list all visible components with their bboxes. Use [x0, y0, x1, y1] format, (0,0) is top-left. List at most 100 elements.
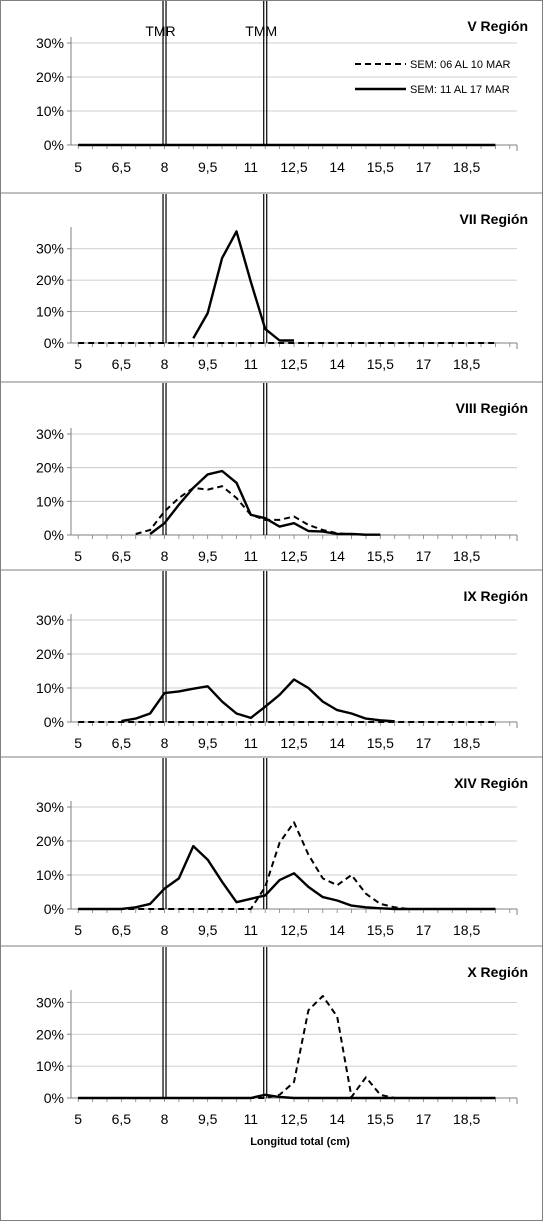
y-tick-label: 30% [36, 241, 64, 257]
x-tick-label: 14 [329, 735, 345, 751]
y-tick-label: 20% [36, 272, 64, 288]
reference-line-label: TMR [145, 23, 175, 39]
x-tick-label: 15,5 [367, 735, 394, 751]
series-line-dashed [135, 485, 366, 536]
series-line-solid [121, 678, 395, 723]
x-tick-label: 18,5 [453, 922, 480, 938]
x-tick-label: 18,5 [453, 1111, 480, 1127]
chart-title: VIII Región [456, 400, 528, 416]
x-tick-label: 17 [416, 922, 432, 938]
y-tick-label: 20% [36, 460, 64, 476]
x-tick-label: 9,5 [198, 159, 218, 175]
x-tick-label: 5 [74, 1111, 82, 1127]
y-tick-label: 10% [36, 680, 64, 696]
x-tick-label: 8 [161, 159, 169, 175]
x-tick-label: 12,5 [280, 735, 307, 751]
series-line-solid [149, 469, 381, 536]
x-tick-label: 12,5 [280, 1111, 307, 1127]
chart-title: XIV Región [454, 775, 528, 791]
x-tick-label: 9,5 [198, 922, 218, 938]
chart-title: IX Región [463, 588, 528, 604]
x-tick-label: 6,5 [112, 548, 132, 564]
chart-title: X Región [467, 964, 528, 980]
series-line-solid [192, 230, 294, 342]
x-tick-label: 8 [161, 356, 169, 372]
x-tick-label: 15,5 [367, 1111, 394, 1127]
y-tick-label: 30% [36, 994, 64, 1010]
x-tick-label: 8 [161, 922, 169, 938]
x-tick-label: 14 [329, 159, 345, 175]
x-tick-label: 8 [161, 1111, 169, 1127]
series-line-solid [78, 1093, 496, 1100]
x-tick-label: 18,5 [453, 548, 480, 564]
x-tick-label: 9,5 [198, 735, 218, 751]
y-tick-label: 20% [36, 69, 64, 85]
x-tick-label: 11 [244, 548, 259, 564]
x-tick-label: 15,5 [367, 922, 394, 938]
x-tick-label: 5 [74, 735, 82, 751]
x-tick-label: 17 [416, 356, 432, 372]
x-tick-label: 14 [329, 922, 345, 938]
legend-label: SEM: 11 AL 17 MAR [410, 84, 510, 96]
x-tick-label: 11 [244, 1111, 259, 1127]
x-tick-label: 12,5 [280, 922, 307, 938]
y-tick-label: 10% [36, 304, 64, 320]
y-tick-label: 20% [36, 833, 64, 849]
x-tick-label: 15,5 [367, 548, 394, 564]
x-tick-label: 17 [416, 735, 432, 751]
x-tick-label: 17 [416, 548, 432, 564]
x-tick-label: 14 [329, 356, 345, 372]
series-line-dashed [78, 821, 496, 910]
x-tick-label: 17 [416, 1111, 432, 1127]
x-tick-label: 9,5 [198, 548, 218, 564]
y-tick-label: 0% [44, 335, 64, 351]
x-tick-label: 12,5 [280, 159, 307, 175]
y-tick-label: 0% [44, 1090, 64, 1106]
y-tick-label: 0% [44, 901, 64, 917]
y-tick-label: 30% [36, 799, 64, 815]
x-tick-label: 15,5 [367, 356, 394, 372]
x-tick-label: 9,5 [198, 1111, 218, 1127]
x-tick-label: 6,5 [112, 159, 132, 175]
y-tick-label: 30% [36, 426, 64, 442]
y-tick-label: 10% [36, 1058, 64, 1074]
y-tick-label: 20% [36, 1026, 64, 1042]
series-line-solid [78, 844, 496, 911]
series-line-dashed [78, 995, 496, 1099]
x-tick-label: 14 [329, 548, 345, 564]
x-tick-label: 14 [329, 1111, 345, 1127]
x-tick-label: 18,5 [453, 159, 480, 175]
x-tick-label: 12,5 [280, 548, 307, 564]
x-tick-label: 17 [416, 159, 432, 175]
y-tick-label: 0% [44, 137, 64, 153]
x-tick-label: 5 [74, 548, 82, 564]
chart-title: VII Región [460, 211, 528, 227]
x-tick-label: 15,5 [367, 159, 394, 175]
chart-title: V Región [467, 18, 528, 34]
y-tick-label: 10% [36, 103, 64, 119]
x-tick-label: 5 [74, 922, 82, 938]
y-tick-label: 0% [44, 527, 64, 543]
x-tick-label: 12,5 [280, 356, 307, 372]
x-tick-label: 6,5 [112, 1111, 132, 1127]
y-tick-label: 10% [36, 867, 64, 883]
y-tick-label: 30% [36, 35, 64, 51]
x-tick-label: 18,5 [453, 356, 480, 372]
x-tick-label: 9,5 [198, 356, 218, 372]
x-tick-label: 8 [161, 548, 169, 564]
x-tick-label: 5 [74, 159, 82, 175]
reference-line-label: TMM [245, 23, 277, 39]
x-axis-label: Longitud total (cm) [250, 1136, 350, 1148]
x-tick-label: 11 [244, 159, 259, 175]
y-tick-label: 0% [44, 714, 64, 730]
y-tick-label: 20% [36, 646, 64, 662]
legend-label: SEM: 06 AL 10 MAR [410, 59, 511, 71]
x-tick-label: 5 [74, 356, 82, 372]
x-tick-label: 6,5 [112, 356, 132, 372]
x-tick-label: 11 [244, 356, 259, 372]
x-tick-label: 6,5 [112, 735, 132, 751]
x-tick-label: 6,5 [112, 922, 132, 938]
